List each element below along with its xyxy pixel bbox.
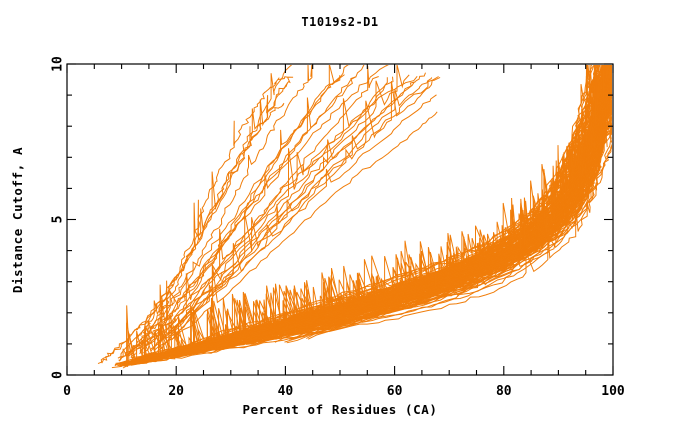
y-tick-label: 0: [51, 371, 66, 379]
model-curve: [214, 82, 612, 348]
y-tick-label: 5: [51, 216, 66, 224]
model-curve: [129, 65, 365, 354]
model-curve: [122, 65, 611, 369]
model-curve: [165, 75, 418, 344]
x-axis-label: Percent of Residues (CA): [242, 402, 437, 417]
axis-ticks-layer: [66, 63, 614, 376]
x-tick-label: 20: [168, 384, 184, 399]
x-tick-label: 0: [63, 384, 71, 399]
model-curve: [115, 65, 596, 364]
axis-tick-labels-layer: 0 20 40 60 80 100 0 5 10: [51, 56, 625, 399]
y-tick-label: 10: [51, 56, 66, 72]
model-curve: [204, 76, 612, 352]
model-curve: [153, 76, 439, 348]
model-curve: [123, 68, 610, 367]
model-curve: [159, 76, 441, 347]
model-curve: [189, 81, 612, 352]
model-curve: [171, 77, 433, 341]
x-tick-label: 80: [496, 384, 512, 399]
model-curve: [127, 65, 350, 357]
x-tick-label: 40: [278, 384, 294, 399]
y-axis-label: Distance Cutoff, A: [10, 147, 25, 293]
model-curve: [157, 111, 438, 352]
model-curve: [206, 100, 607, 351]
model-curve: [162, 72, 426, 341]
data-curves-layer: [97, 65, 612, 369]
model-curve: [117, 65, 293, 359]
model-curve: [160, 65, 389, 343]
x-tick-label: 100: [601, 384, 625, 399]
model-curve: [208, 65, 610, 348]
x-tick-label: 60: [387, 384, 403, 399]
chart-title: T1019s2-D1: [301, 15, 379, 29]
